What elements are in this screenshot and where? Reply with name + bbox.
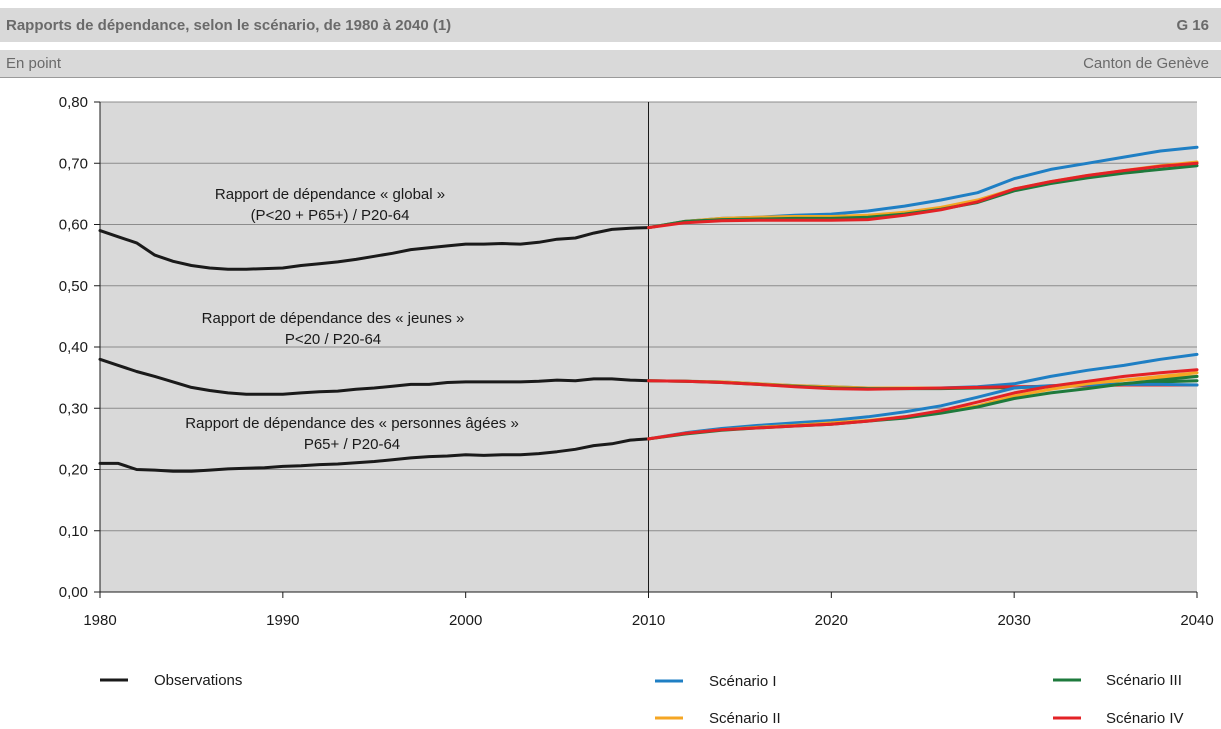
x-tick-label: 2020 [815, 612, 848, 629]
y-tick-label: 0,10 [59, 523, 88, 540]
observations-line-agees [98, 437, 650, 473]
legend-label: Observations [154, 672, 242, 689]
scenario-4-line-agees [647, 368, 1199, 441]
series-annotation-line: P65+ / P20-64 [304, 436, 400, 453]
series-annotation-line: Rapport de dépendance des « jeunes » [202, 310, 465, 327]
x-tick-label: 2010 [632, 612, 665, 629]
y-tick-label: 0,40 [59, 339, 88, 356]
series-annotation-line: Rapport de dépendance « global » [215, 186, 445, 203]
legend-label: Scénario I [709, 673, 777, 690]
x-tick-label: 2030 [997, 612, 1030, 629]
y-tick-label: 0,80 [59, 94, 88, 111]
observations-line-jeunes [98, 357, 650, 396]
chart-subheader: En point Canton de Genève [0, 50, 1221, 78]
x-tick-label: 2000 [449, 612, 482, 629]
chart-header: Rapports de dépendance, selon le scénari… [0, 8, 1221, 42]
observations-line-global [98, 226, 650, 271]
legend-label: Scénario II [709, 710, 781, 727]
x-tick-label: 2040 [1180, 612, 1213, 629]
geography-label: Canton de Genève [1083, 55, 1209, 72]
y-tick-label: 0,00 [59, 584, 88, 601]
unit-label: En point [6, 55, 62, 72]
legend-label: Scénario III [1106, 672, 1182, 689]
x-tick-label: 1980 [83, 612, 116, 629]
series-annotation-line: (P<20 + P65+) / P20-64 [251, 207, 410, 224]
y-tick-label: 0,60 [59, 217, 88, 234]
figure-code: G 16 [1176, 17, 1209, 34]
y-tick-label: 0,20 [59, 462, 88, 479]
y-tick-label: 0,50 [59, 278, 88, 295]
y-tick-label: 0,30 [59, 400, 88, 417]
series-annotation-line: Rapport de dépendance des « personnes âg… [185, 415, 519, 432]
series-annotation-line: P<20 / P20-64 [285, 331, 381, 348]
x-tick-label: 1990 [266, 612, 299, 629]
chart-title: Rapports de dépendance, selon le scénari… [6, 17, 452, 34]
legend-label: Scénario IV [1106, 710, 1184, 727]
scenario-4-line-global [647, 161, 1199, 230]
y-tick-label: 0,70 [59, 155, 88, 172]
